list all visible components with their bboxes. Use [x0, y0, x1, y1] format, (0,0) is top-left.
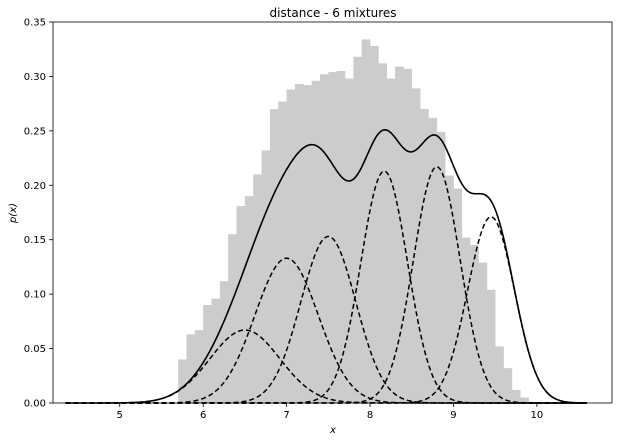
y-tick-label: 0.20: [24, 181, 46, 192]
histogram-bar: [336, 70, 346, 403]
y-tick-label: 0.25: [24, 126, 46, 137]
histogram-bar: [403, 68, 413, 404]
y-tick-label: 0.00: [24, 399, 46, 410]
histogram-bar: [353, 56, 363, 403]
histogram-bar: [461, 237, 471, 403]
y-tick-label: 0.30: [24, 72, 46, 83]
histogram-bar: [503, 368, 513, 403]
histogram-bar: [269, 109, 279, 403]
histogram-bar: [261, 150, 271, 403]
chart-title: distance - 6 mixtures: [270, 6, 397, 20]
histogram-bar: [370, 45, 379, 403]
histogram-bar: [520, 397, 529, 403]
histogram-bar: [194, 330, 204, 403]
histogram-bar: [486, 289, 496, 403]
histogram-bar: [253, 174, 262, 403]
histogram-bar: [186, 334, 196, 403]
x-tick-label: 9: [450, 410, 456, 421]
component-density-curve: [65, 235, 587, 404]
x-tick-label: 10: [531, 410, 544, 421]
histogram-bar: [378, 63, 388, 403]
x-tick-label: 6: [200, 410, 206, 421]
x-tick-label: 7: [283, 410, 289, 421]
x-axis-label: x: [329, 425, 336, 436]
histogram-bar: [470, 245, 479, 403]
x-tick-label: 5: [117, 410, 123, 421]
histogram-bar: [244, 196, 254, 403]
histogram-bar: [428, 117, 438, 404]
plot-frame: [52, 21, 613, 404]
y-axis-label: p(x): [8, 203, 19, 224]
x-tick-label: 8: [367, 410, 373, 421]
histogram-bar: [361, 39, 371, 403]
x-axis-ticks: 5 6 7 8 9 10: [117, 403, 544, 421]
histogram-bar: [236, 205, 246, 403]
histogram-bar: [395, 66, 404, 403]
histogram-bar: [303, 85, 312, 403]
histogram-bar: [345, 78, 354, 403]
histogram-bar: [286, 89, 296, 404]
histogram-bar: [453, 188, 463, 403]
histogram-bar: [294, 84, 304, 403]
histogram-bar: [420, 109, 429, 403]
y-tick-label: 0.15: [24, 235, 46, 246]
histogram-bar: [311, 80, 321, 403]
histogram-bar: [511, 389, 521, 403]
histogram-bar: [278, 101, 287, 404]
y-tick-label: 0.35: [24, 18, 46, 29]
y-tick-label: 0.05: [24, 344, 46, 355]
histogram-bar: [319, 74, 329, 403]
histogram-bar: [436, 131, 446, 403]
histogram-bar: [478, 262, 488, 403]
y-tick-label: 0.10: [24, 290, 46, 301]
histogram-bar: [178, 359, 187, 403]
histogram-bar: [495, 346, 504, 403]
y-axis-ticks: 0.00 0.05 0.10 0.15 0.20 0.25 0.30 0.35: [24, 18, 53, 410]
total-density-curve: [65, 128, 587, 404]
histogram-bar: [219, 281, 229, 403]
histogram-bar: [228, 234, 237, 403]
histogram-bar: [386, 78, 396, 403]
histogram-bar: [445, 175, 454, 403]
